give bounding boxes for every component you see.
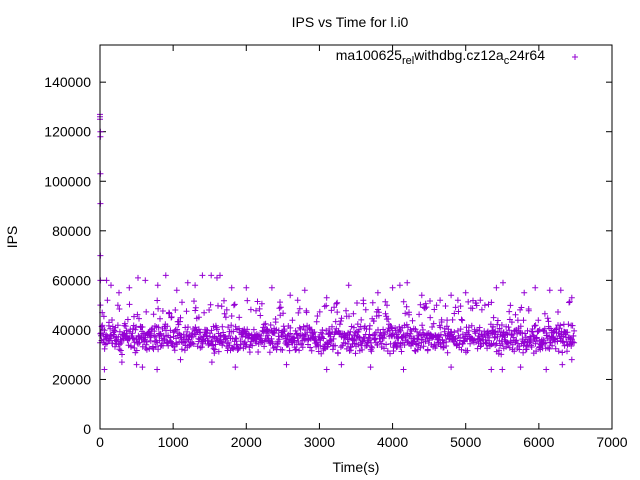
legend-label: ma100625relwithdbg.cz12ac24r64	[336, 47, 545, 67]
chart-title: IPS vs Time for l.i0	[292, 14, 409, 30]
legend: ma100625relwithdbg.cz12ac24r64	[336, 47, 578, 67]
x-tick-label: 2000	[231, 434, 262, 450]
y-tick-label: 80000	[52, 223, 91, 239]
plot-frame	[99, 44, 613, 430]
x-axis-label: Time(s)	[333, 459, 380, 475]
legend-label-part: withdbg.cz12a	[413, 47, 504, 63]
data-points	[97, 111, 578, 373]
x-tick-label: 5000	[450, 434, 481, 450]
legend-label-part: 24r64	[509, 47, 545, 63]
x-tick-label: 0	[96, 434, 104, 450]
y-tick-label: 120000	[44, 124, 91, 140]
x-tick-label: 1000	[158, 434, 189, 450]
legend-marker	[572, 54, 578, 60]
y-axis-label: IPS	[4, 226, 20, 249]
y-axis-ticks: 0 20000 40000 60000 80000 100000 120000 140000	[44, 74, 612, 437]
y-tick-label: 140000	[44, 74, 91, 90]
legend-label-part: rel	[402, 55, 414, 67]
x-tick-label: 4000	[377, 434, 408, 450]
y-tick-label: 40000	[52, 322, 91, 338]
legend-label-part: c	[504, 55, 510, 67]
legend-label-part: ma100625	[336, 47, 402, 63]
y-tick-label: 20000	[52, 371, 91, 387]
scatter-points	[97, 111, 578, 373]
x-tick-label: 7000	[596, 434, 627, 450]
y-tick-label: 60000	[52, 272, 91, 288]
y-tick-label: 100000	[44, 173, 91, 189]
legend-marker-symbol	[572, 54, 578, 60]
x-axis-ticks: 0 1000 2000 3000 4000 5000 6000 7000	[96, 45, 628, 450]
x-tick-label: 6000	[523, 434, 554, 450]
y-tick-label: 0	[83, 421, 91, 437]
x-tick-label: 3000	[304, 434, 335, 450]
